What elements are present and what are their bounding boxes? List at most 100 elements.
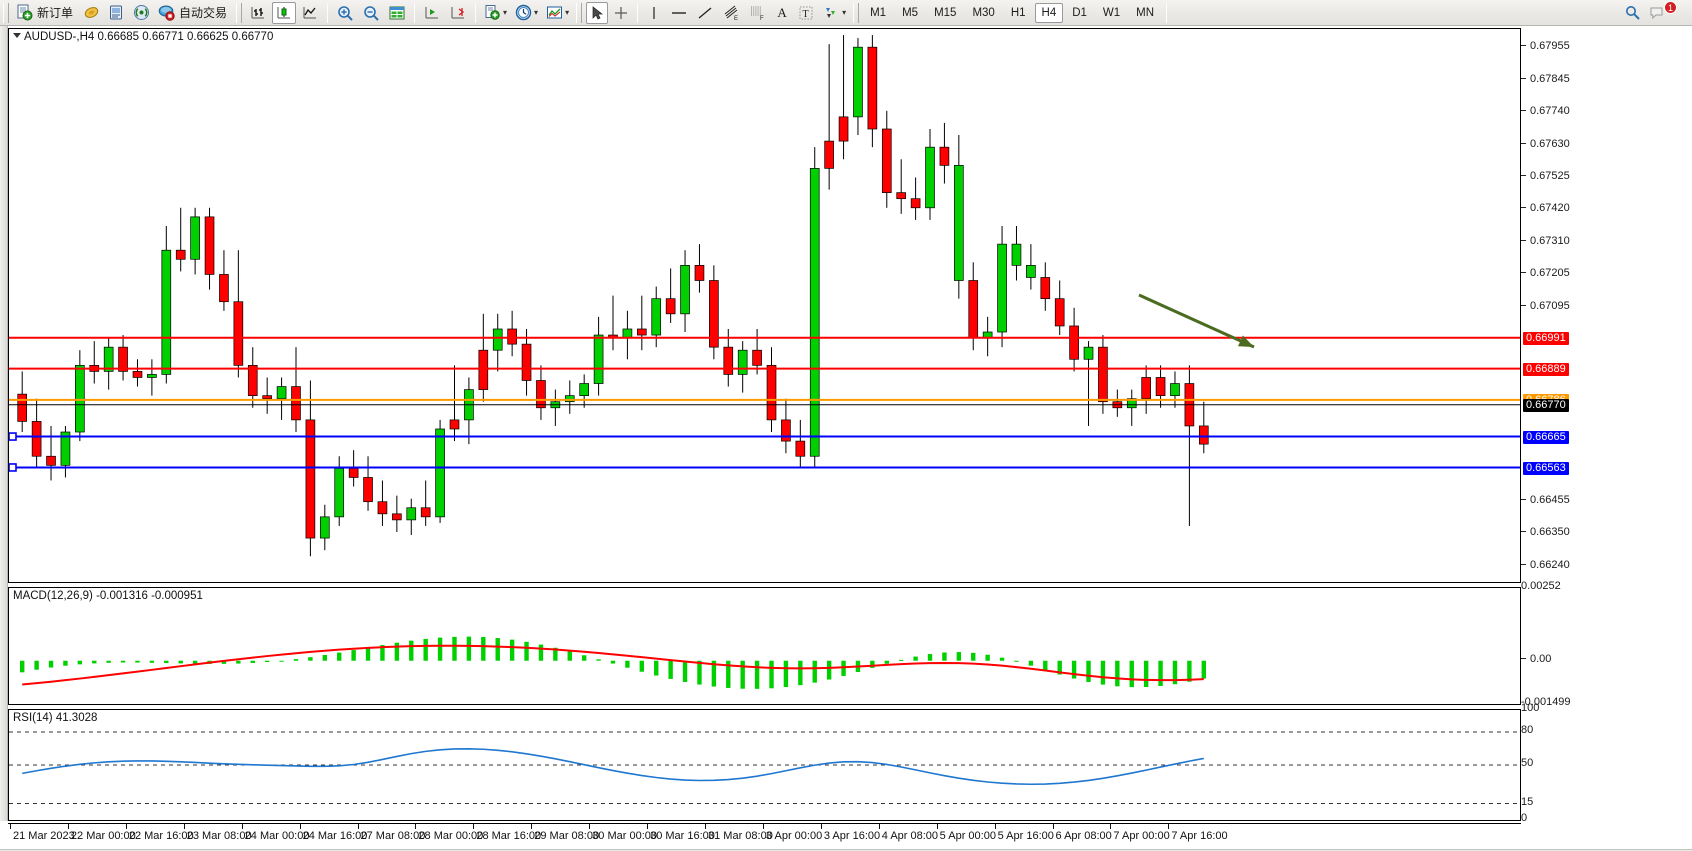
toolbar-separator-5 <box>1166 2 1168 23</box>
rsi-pane[interactable]: RSI(14) 41.3028 <box>8 709 1521 821</box>
objects-icon <box>826 7 836 18</box>
price-level-tag[interactable]: 0.66991 <box>1523 332 1569 346</box>
timeframe-w1[interactable]: W1 <box>1102 6 1121 19</box>
svg-text:T: T <box>803 9 809 20</box>
timeframe-h1[interactable]: H1 <box>1010 6 1026 19</box>
vertical-line-icon <box>653 6 655 19</box>
crosshair-button[interactable] <box>610 2 632 24</box>
time-axis-label: 29 Mar 08:00 <box>534 830 600 842</box>
toolbar-separator-4 <box>637 2 639 23</box>
new-order-button[interactable]: 新订单 <box>13 2 78 24</box>
price-axis-tick-label: 0.67955 <box>1530 39 1570 52</box>
price-candles <box>9 35 1520 557</box>
cursor-icon <box>592 5 604 19</box>
rsi-axis-tick: 100 <box>1521 702 1539 714</box>
time-axis: 21 Mar 2023 22 Mar 00:00 22 Mar 16:00 23 Ma… <box>8 823 1521 849</box>
time-axis-mark <box>936 824 938 829</box>
time-axis-label: 23 Mar 08:00 <box>186 830 252 842</box>
timeframe-h4[interactable]: H4 <box>1034 2 1064 23</box>
time-axis-label: 4 Apr 08:00 <box>881 830 939 842</box>
profile-button[interactable] <box>80 2 103 24</box>
signal-button[interactable] <box>130 2 153 24</box>
rsi-axis-tick: 80 <box>1521 724 1533 736</box>
toolbar-grip[interactable] <box>3 2 9 23</box>
svg-text:E: E <box>734 16 738 21</box>
horizontal-line-button[interactable] <box>667 2 691 24</box>
timeframe-mn[interactable]: MN <box>1136 6 1155 19</box>
rsi-axis-tick: 15 <box>1521 796 1533 808</box>
macd-axis-tick-label: 0.00 <box>1530 652 1552 665</box>
time-axis-mark <box>473 824 475 829</box>
toolbar-grip-2[interactable] <box>236 2 243 23</box>
price-level-tag[interactable]: 0.66563 <box>1523 461 1569 475</box>
timeframe-m1[interactable]: M1 <box>870 6 887 19</box>
objects-button[interactable]: ▾ <box>819 2 849 24</box>
price-axis-tick: 0.66350 <box>1521 526 1570 538</box>
fibonacci-button[interactable]: F <box>745 2 769 24</box>
collapse-triangle-icon[interactable] <box>13 33 21 38</box>
autotrading-button[interactable]: 自动交易 <box>155 2 232 24</box>
toolbar-separator-1 <box>327 2 329 23</box>
price-scale[interactable]: 0.67955 0.67845 0.67740 0.67630 0.67525 0.674… <box>1521 28 1692 824</box>
timeframe-d1[interactable]: D1 <box>1072 6 1087 19</box>
macd-axis-tick: -0.001499 <box>1521 696 1571 708</box>
text-icon: A <box>777 4 787 20</box>
toolbar-grip-4[interactable] <box>853 2 860 23</box>
toolbar-separator-2 <box>414 2 416 23</box>
horizontal-line-icon <box>672 11 687 14</box>
notification-badge: 1 <box>1664 1 1677 14</box>
rsi-plot <box>9 731 1520 804</box>
line-chart-button[interactable] <box>298 2 322 24</box>
bar-chart-button[interactable] <box>246 2 270 24</box>
macd-pane[interactable]: MACD(12,26,9) -0.001316 -0.000951 <box>8 587 1521 705</box>
chat-button[interactable]: 1 <box>1646 1 1684 24</box>
time-axis-label: 28 Mar 16:00 <box>476 830 542 842</box>
terminal-button[interactable] <box>105 2 128 24</box>
price-axis-tick: 0.67955 <box>1521 40 1570 52</box>
zoom-out-button[interactable] <box>359 2 383 24</box>
period-button[interactable]: ▾ <box>512 2 541 24</box>
zoom-in-button[interactable] <box>333 2 357 24</box>
price-level-tag[interactable]: 0.66665 <box>1523 431 1569 445</box>
timeframe-m15[interactable]: M15 <box>934 6 957 19</box>
price-axis-tick: 0.67205 <box>1521 267 1570 279</box>
candlestick-button[interactable] <box>272 1 297 24</box>
chat-icon <box>1650 7 1663 20</box>
trendline-button[interactable] <box>693 2 717 24</box>
time-axis-mark <box>241 824 243 829</box>
time-axis-label: 27 Mar 08:00 <box>360 830 426 842</box>
main-toolbar: 新订单 自动交易 <box>0 0 1692 26</box>
search-button[interactable] <box>1621 2 1644 24</box>
price-level-tag[interactable]: 0.66889 <box>1523 363 1569 377</box>
templates-button[interactable]: ▾ <box>481 2 510 24</box>
price-axis-tick: 0.67845 <box>1521 73 1570 85</box>
cursor-button[interactable] <box>586 1 609 24</box>
price-axis-tick-label: 0.67740 <box>1530 104 1570 117</box>
timeframe-m5[interactable]: M5 <box>902 6 919 19</box>
price-level-tag[interactable]: 0.66770 <box>1523 399 1569 413</box>
toolbar-grip-3[interactable] <box>576 2 583 23</box>
indicators-button[interactable]: ▾ <box>543 2 572 24</box>
svg-text:F: F <box>760 16 764 21</box>
time-axis-label: 31 Mar 08:00 <box>708 830 773 842</box>
text-label-button[interactable]: T <box>795 2 817 24</box>
chart-workspace: AUDUSD-,H4 0.66685 0.66771 0.66625 0.667… <box>0 26 1692 851</box>
price-axis-tick-label: 0.66455 <box>1530 494 1570 507</box>
time-axis-label: 24 Mar 00:00 <box>244 830 310 842</box>
price-pane[interactable]: AUDUSD-,H4 0.66685 0.66771 0.66625 0.667… <box>8 28 1521 583</box>
timeframe-m30[interactable]: M30 <box>972 6 995 19</box>
chart-shift-button[interactable] <box>446 2 470 24</box>
time-axis-mark <box>531 824 533 829</box>
vertical-line-button[interactable] <box>643 2 665 24</box>
rsi-axis-tick-label: 50 <box>1521 757 1534 769</box>
symbol-quote-text: AUDUSD-,H4 0.66685 0.66771 0.66625 0.667… <box>24 31 274 43</box>
auto-scroll-button[interactable] <box>420 2 444 24</box>
chart-scrollbar[interactable] <box>0 26 8 821</box>
text-button[interactable]: A <box>771 2 793 24</box>
macd-axis-tick: 0.00 <box>1521 653 1551 665</box>
time-axis-label: 7 Apr 00:00 <box>1113 830 1170 842</box>
time-axis-label: 3 Apr 16:00 <box>823 830 881 842</box>
data-window-button[interactable] <box>385 2 409 24</box>
equidistant-channel-button[interactable]: E <box>719 2 743 24</box>
data-window-icon <box>389 6 405 19</box>
